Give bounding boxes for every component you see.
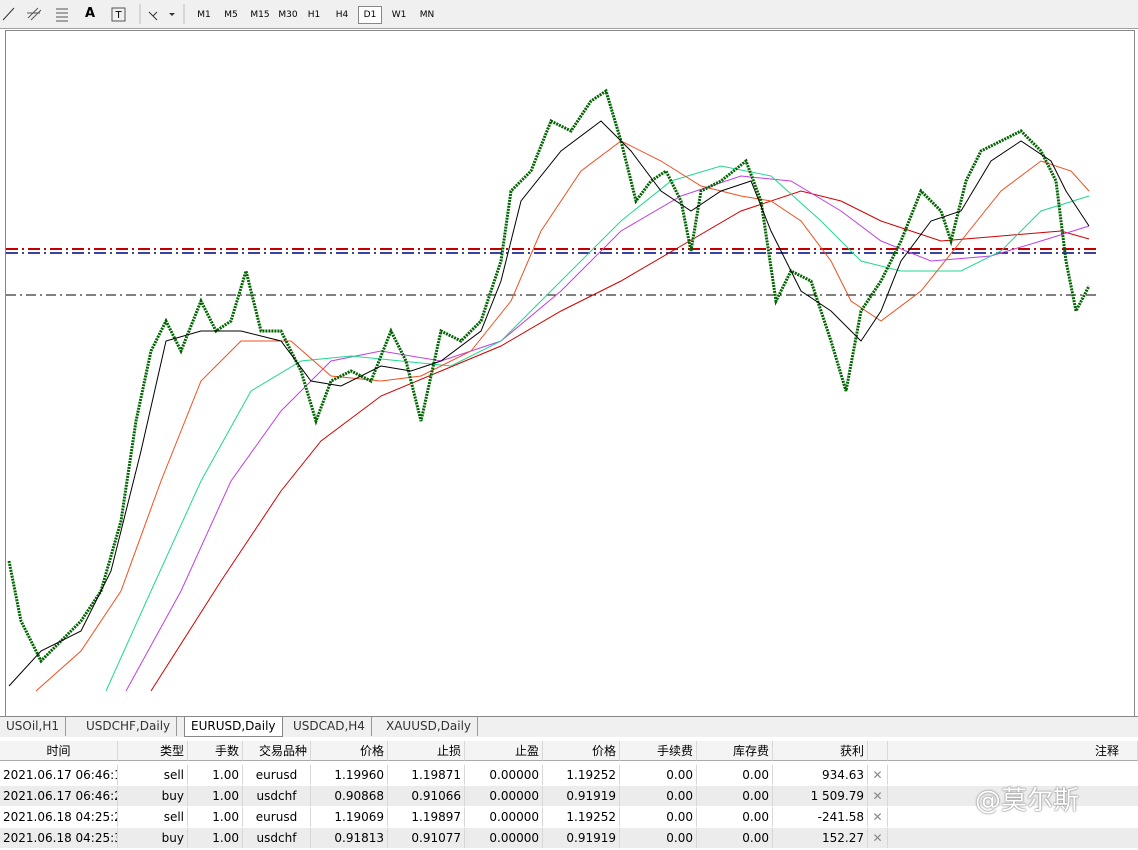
timeframe-button[interactable]: M15 (250, 10, 270, 20)
column-header[interactable]: 注释 (888, 741, 1138, 761)
watermark: @莫尔斯 (975, 786, 1080, 816)
table-cell: buy (118, 828, 188, 848)
table-cell: 1.19252 (543, 765, 620, 785)
table-cell: eurusd (243, 765, 311, 785)
table-cell: 1.19897 (388, 807, 465, 827)
chart-tab[interactable]: XAUUSD,Daily (380, 717, 479, 736)
table-cell: 0.91919 (543, 786, 620, 806)
table-cell: 0.00000 (465, 807, 543, 827)
table-cell: 152.27 (773, 828, 868, 848)
timeframe-button[interactable]: H4 (335, 10, 349, 20)
table-cell: 1 509.79 (773, 786, 868, 806)
chart-tab[interactable]: EURUSD,Daily (184, 717, 283, 737)
table-cell: 1.00 (188, 786, 243, 806)
table-cell: 0.00000 (465, 828, 543, 848)
timeframe-button[interactable]: H1 (307, 10, 321, 20)
column-header[interactable]: 获利 (773, 741, 868, 761)
table-cell: 1.19871 (388, 765, 465, 785)
table-cell: usdchf (243, 828, 311, 848)
row-bg (0, 828, 1138, 848)
ma-cyan (105, 165, 1090, 692)
table-cell: 2021.06.17 06:46:16 (0, 765, 118, 785)
price-chart (6, 88, 1099, 692)
table-cell: 1.00 (188, 807, 243, 827)
table-cell: 0.00000 (465, 786, 543, 806)
chart-tabs: USOil,H1 USDCHF,Daily EURUSD,Daily USDCAD,H… (0, 716, 1138, 737)
close-button[interactable]: ✕ (868, 807, 888, 827)
table-cell: 0.00 (697, 765, 773, 785)
column-header[interactable]: 价格 (543, 741, 620, 761)
timeframe-button[interactable]: M30 (278, 10, 298, 20)
column-header[interactable]: 库存费 (697, 741, 773, 761)
table-cell: usdchf (243, 786, 311, 806)
header-filler (868, 741, 888, 761)
table-cell: 0.00000 (465, 765, 543, 785)
row-bg (0, 765, 1138, 785)
chart-tab[interactable]: USDCAD,H4 (287, 717, 372, 736)
column-header[interactable]: 时间 (0, 741, 118, 761)
column-header[interactable]: 止损 (388, 741, 465, 761)
table-cell: 1.19252 (543, 807, 620, 827)
table-cell: -241.58 (773, 807, 868, 827)
table-cell: 0.91919 (543, 828, 620, 848)
column-header[interactable]: 手数 (188, 741, 243, 761)
table-cell: 0.00 (697, 828, 773, 848)
chart-tab[interactable]: USOil,H1 (0, 717, 66, 736)
ma-red (150, 190, 1090, 692)
table-cell: 0.00 (620, 786, 697, 806)
table-cell: 0.91066 (388, 786, 465, 806)
toolbar: T A M1 M5 M15 M30 H1 H4 D1 W1 MN (0, 0, 1138, 29)
table-cell: 0.00 (697, 786, 773, 806)
close-button[interactable]: ✕ (868, 828, 888, 848)
table-cell: 0.00 (697, 807, 773, 827)
table-cell: buy (118, 786, 188, 806)
table-cell: 0.91813 (311, 828, 388, 848)
ma-black (8, 120, 1090, 687)
chart-window (5, 30, 1135, 718)
ma-violet (125, 175, 1090, 692)
table-cell: 1.00 (188, 828, 243, 848)
table-cell: sell (118, 807, 188, 827)
toolbar-icons: T (2, 4, 185, 24)
table-cell: 1.00 (188, 765, 243, 785)
row-bg (0, 807, 1138, 827)
timeframe-button[interactable]: MN (419, 10, 435, 20)
timeframe-button[interactable]: M1 (197, 10, 211, 20)
trade-table: 时间 类型 手数 交易品种 价格 止损 止盈 价格 手续费 库存费 获利 注释 2021.06.17 0… (0, 741, 1138, 850)
timeframe-button[interactable]: W1 (391, 10, 407, 20)
table-cell: 0.91077 (388, 828, 465, 848)
table-cell: 0.00 (620, 828, 697, 848)
column-header[interactable]: 止盈 (465, 741, 543, 761)
timeframe-button[interactable]: M5 (224, 10, 238, 20)
svg-text:T: T (114, 10, 122, 21)
price-candles (7, 88, 1091, 664)
chart-tab[interactable]: USDCHF,Daily (80, 717, 178, 736)
table-cell: sell (118, 765, 188, 785)
table-cell: 2021.06.18 04:25:21 (0, 807, 118, 827)
timeframe-button[interactable]: D1 (358, 6, 382, 24)
table-cell: 1.19069 (311, 807, 388, 827)
table-cell: 2021.06.18 04:25:34 (0, 828, 118, 848)
close-button[interactable]: ✕ (868, 765, 888, 785)
table-cell: 0.00 (620, 765, 697, 785)
column-header[interactable]: 价格 (311, 741, 388, 761)
column-header[interactable]: 交易品种 (243, 741, 311, 761)
close-button[interactable]: ✕ (868, 786, 888, 806)
table-cell: 2021.06.17 06:46:21 (0, 786, 118, 806)
table-cell: 0.00 (620, 807, 697, 827)
text-tool[interactable]: A (85, 6, 96, 21)
table-cell: eurusd (243, 807, 311, 827)
column-header[interactable]: 类型 (118, 741, 188, 761)
row-bg (0, 786, 1138, 806)
table-cell: 934.63 (773, 765, 868, 785)
table-cell: 1.19960 (311, 765, 388, 785)
table-cell: 0.90868 (311, 786, 388, 806)
ma-orange (35, 140, 1090, 692)
column-header[interactable]: 手续费 (620, 741, 697, 761)
